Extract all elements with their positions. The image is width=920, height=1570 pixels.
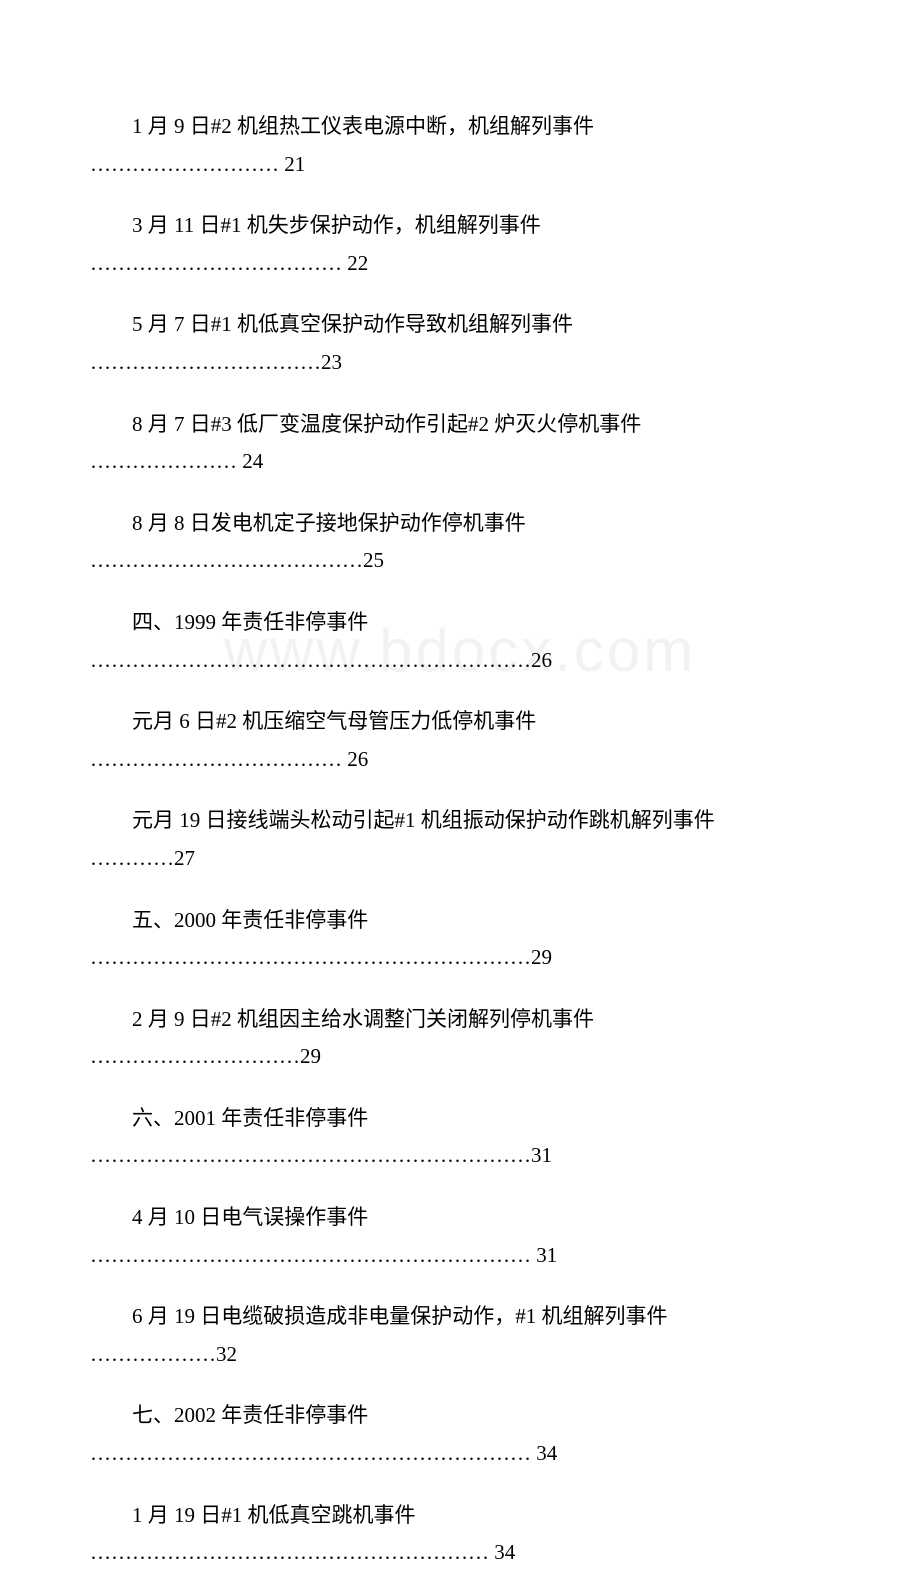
toc-title: 3 月 11 日#1 机失步保护动作，机组解列事件 bbox=[90, 209, 830, 243]
toc-entry: 2 月 9 日#2 机组因主给水调整门关闭解列停机事件 …………………………29 bbox=[90, 1003, 830, 1074]
toc-entry: 七、2002 年责任非停事件 ……………………………………………………… 34 bbox=[90, 1399, 830, 1470]
toc-dots: ……………………………… 26 bbox=[90, 743, 830, 777]
toc-entry: 8 月 8 日发电机定子接地保护动作停机事件 …………………………………25 bbox=[90, 507, 830, 578]
toc-dots: ………………………………………………………31 bbox=[90, 1139, 830, 1173]
toc-title: 8 月 8 日发电机定子接地保护动作停机事件 bbox=[90, 507, 830, 541]
toc-dots: ………………… 24 bbox=[90, 445, 830, 479]
toc-title: 2 月 9 日#2 机组因主给水调整门关闭解列停机事件 bbox=[90, 1003, 830, 1037]
toc-title: 四、1999 年责任非停事件 bbox=[90, 606, 830, 640]
toc-title: 1 月 19 日#1 机低真空跳机事件 bbox=[90, 1499, 830, 1533]
toc-entry: 3 月 11 日#1 机失步保护动作，机组解列事件 ……………………………… 2… bbox=[90, 209, 830, 280]
toc-dots: …………27 bbox=[90, 842, 830, 876]
toc-dots: ………………………………………………………26 bbox=[90, 644, 830, 678]
toc-entry: 元月 6 日#2 机压缩空气母管压力低停机事件 ……………………………… 26 bbox=[90, 705, 830, 776]
toc-entry: 六、2001 年责任非停事件 ………………………………………………………31 bbox=[90, 1102, 830, 1173]
toc-dots: …………………………29 bbox=[90, 1040, 830, 1074]
toc-dots: ……………………………23 bbox=[90, 346, 830, 380]
toc-entry: 五、2000 年责任非停事件 ………………………………………………………29 bbox=[90, 904, 830, 975]
toc-title: 5 月 7 日#1 机低真空保护动作导致机组解列事件 bbox=[90, 308, 830, 342]
toc-title: 五、2000 年责任非停事件 bbox=[90, 904, 830, 938]
toc-entry: 1 月 19 日#1 机低真空跳机事件 ………………………………………………… … bbox=[90, 1499, 830, 1570]
toc-dots: ……………………………………………………… 34 bbox=[90, 1437, 830, 1471]
toc-entry: 元月 19 日接线端头松动引起#1 机组振动保护动作跳机解列事件 …………27 bbox=[90, 804, 830, 875]
toc-dots: ………………32 bbox=[90, 1338, 830, 1372]
toc-content: 1 月 9 日#2 机组热工仪表电源中断，机组解列事件 ……………………… 21… bbox=[90, 110, 830, 1570]
toc-entry: 四、1999 年责任非停事件 ………………………………………………………26 bbox=[90, 606, 830, 677]
toc-title: 七、2002 年责任非停事件 bbox=[90, 1399, 830, 1433]
toc-title: 元月 19 日接线端头松动引起#1 机组振动保护动作跳机解列事件 bbox=[90, 804, 830, 838]
toc-entry: 1 月 9 日#2 机组热工仪表电源中断，机组解列事件 ……………………… 21 bbox=[90, 110, 830, 181]
toc-title: 1 月 9 日#2 机组热工仪表电源中断，机组解列事件 bbox=[90, 110, 830, 144]
toc-entry: 4 月 10 日电气误操作事件 ……………………………………………………… 31 bbox=[90, 1201, 830, 1272]
toc-dots: ……………………… 21 bbox=[90, 148, 830, 182]
toc-dots: ……………………………… 22 bbox=[90, 247, 830, 281]
toc-entry: 8 月 7 日#3 低厂变温度保护动作引起#2 炉灭火停机事件 ………………… … bbox=[90, 408, 830, 479]
toc-title: 4 月 10 日电气误操作事件 bbox=[90, 1201, 830, 1235]
toc-title: 元月 6 日#2 机压缩空气母管压力低停机事件 bbox=[90, 705, 830, 739]
toc-dots: ……………………………………………………… 31 bbox=[90, 1239, 830, 1273]
toc-dots: ………………………………………………………29 bbox=[90, 941, 830, 975]
toc-entry: 5 月 7 日#1 机低真空保护动作导致机组解列事件 ……………………………23 bbox=[90, 308, 830, 379]
toc-entry: 6 月 19 日电缆破损造成非电量保护动作，#1 机组解列事件 ………………32 bbox=[90, 1300, 830, 1371]
toc-title: 六、2001 年责任非停事件 bbox=[90, 1102, 830, 1136]
toc-title: 8 月 7 日#3 低厂变温度保护动作引起#2 炉灭火停机事件 bbox=[90, 408, 830, 442]
toc-title: 6 月 19 日电缆破损造成非电量保护动作，#1 机组解列事件 bbox=[90, 1300, 830, 1334]
toc-dots: …………………………………25 bbox=[90, 544, 830, 578]
toc-dots: ………………………………………………… 34 bbox=[90, 1536, 830, 1570]
